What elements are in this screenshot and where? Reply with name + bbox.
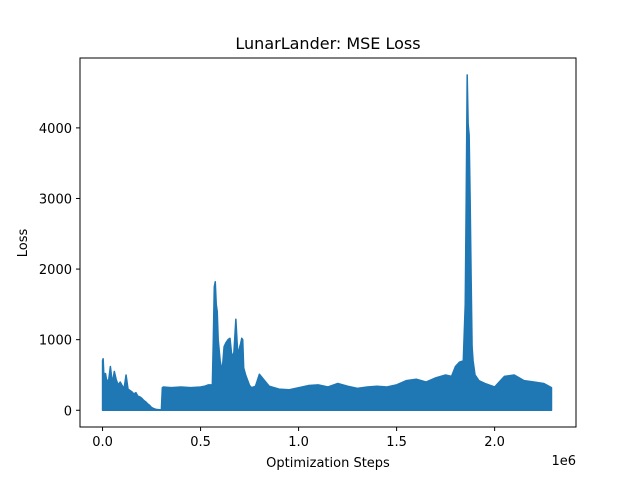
y-tick-label: 0 <box>64 404 72 419</box>
x-tick-label: 2.0 <box>484 435 505 450</box>
y-axis-label: Loss <box>16 229 31 258</box>
y-tick-label: 3000 <box>39 192 72 207</box>
y-tick-label: 4000 <box>39 122 72 137</box>
x-tick-label: 0.5 <box>190 435 211 450</box>
y-axis: 0 1000 2000 3000 4000 <box>39 122 80 419</box>
plot-area <box>101 74 553 412</box>
x-tick-label: 0.0 <box>92 435 113 450</box>
x-axis-label: Optimization Steps <box>266 456 390 471</box>
x-tick-label: 1.5 <box>386 435 407 450</box>
loss-series-line <box>101 74 553 412</box>
y-tick-label: 2000 <box>39 263 72 278</box>
y-tick-label: 1000 <box>39 334 72 349</box>
x-offset-label: 1e6 <box>551 454 576 469</box>
x-axis: 0.0 0.5 1.0 1.5 2.0 <box>92 427 505 450</box>
chart-title: LunarLander: MSE Loss <box>235 34 420 53</box>
x-tick-label: 1.0 <box>288 435 309 450</box>
axes-frame <box>79 57 577 428</box>
